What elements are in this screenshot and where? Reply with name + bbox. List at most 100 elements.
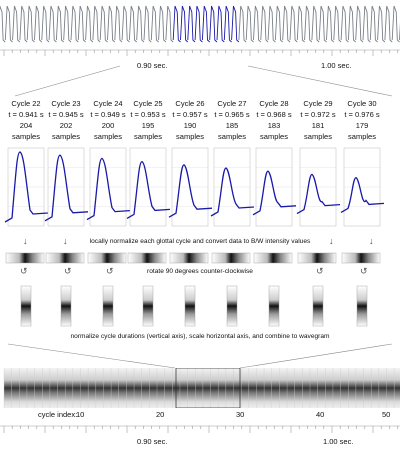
- wavegram-column: [72, 368, 81, 408]
- cycle-label-23: Cycle 23 t = 0.945 s 202 samples: [46, 98, 86, 142]
- top-wave-cycle: [282, 5, 291, 43]
- wavegram-column: [210, 368, 219, 408]
- vertical-strip-27: [226, 285, 238, 327]
- wavegram-column: [264, 368, 272, 408]
- cycle-name: Cycle 24: [93, 99, 123, 108]
- cycle-time: t = 0.968 s: [256, 110, 292, 119]
- top-wave-cycle: [143, 5, 152, 43]
- cycle-index-tick: 50: [382, 410, 391, 419]
- step-rotate: rotate 90 degrees counter-clockwise: [147, 268, 253, 275]
- top-wave-cycle: [150, 5, 159, 43]
- wavegram-column: [34, 368, 43, 408]
- top-wave-cycle: [355, 5, 364, 43]
- top-wave-cycle: [99, 5, 108, 43]
- top-wave-cycle: [48, 5, 57, 43]
- wavegram-column: [256, 368, 265, 408]
- top-wave-cycle: [304, 5, 313, 43]
- top-wave-cycle: [326, 5, 335, 43]
- vertical-strip-30: [356, 285, 368, 327]
- step-normalize-bw: locally normalize each glottal cycle and…: [89, 238, 311, 245]
- cycle-index-tick: 40: [316, 410, 325, 419]
- step-combine: normalize cycle durations (vertical axis…: [70, 333, 330, 340]
- wavegram-column: [310, 368, 318, 408]
- down-arrow-icon: ↓: [329, 236, 334, 246]
- top-wave-cycle: [362, 5, 371, 43]
- bottom-axis-label-090: 0.90 sec.: [137, 437, 168, 446]
- top-wave-cycle: [55, 5, 65, 43]
- top-wave-cycle: [128, 5, 138, 43]
- cycle-waveform-27: [210, 167, 255, 217]
- cycle-time: t = 0.965 s: [214, 110, 250, 119]
- wavegram-column: [88, 368, 96, 408]
- wavegram-column: [233, 368, 242, 408]
- top-wave-cycle: [70, 5, 79, 43]
- bw-strip-25: [127, 252, 167, 264]
- cycle-name: Cycle 26: [175, 99, 205, 108]
- top-wave-cycle: [209, 5, 218, 43]
- cycle-time: t = 0.945 s: [48, 110, 84, 119]
- top-wave-cycle: [0, 5, 6, 43]
- wavegram-column: [57, 368, 66, 408]
- bottom-axis-label-100: 1.00 sec.: [323, 437, 354, 446]
- wavegram-column: [386, 368, 395, 408]
- cycle-samples: 179 samples: [348, 121, 376, 141]
- cycle-time: t = 0.953 s: [130, 110, 166, 119]
- rotate-ccw-icon: ↺: [106, 266, 114, 276]
- cycle-waveform-28: [252, 170, 297, 216]
- wavegram-column: [371, 368, 379, 408]
- wavegram-column: [4, 368, 12, 408]
- top-wave-cycle: [333, 5, 342, 43]
- wavegram-column: [241, 368, 249, 408]
- vertical-strip-29: [312, 285, 324, 327]
- wavegram-column: [195, 368, 203, 408]
- cycle-label-22: Cycle 22 t = 0.941 s 204 samples: [6, 98, 46, 142]
- wavegram-column: [157, 368, 165, 408]
- top-wave-cycle: [253, 5, 262, 43]
- cycle-waveform-26: [168, 164, 213, 218]
- wavegram-column: [294, 368, 303, 408]
- cycle-label-27: Cycle 27 t = 0.965 s 185 samples: [212, 98, 252, 142]
- top-wave-cycle: [245, 5, 254, 43]
- wavegram-column: [49, 368, 58, 408]
- vertical-strip-26: [184, 285, 196, 327]
- cycle-name: Cycle 27: [217, 99, 247, 108]
- top-wave-cycle: [34, 5, 43, 43]
- vertical-strip-22: [20, 285, 32, 327]
- top-wave-cycle: [194, 5, 203, 43]
- top-wave-cycle: [296, 5, 305, 43]
- wavegram-column: [378, 368, 387, 408]
- wavegram-column: [65, 368, 73, 408]
- wavegram-column: [134, 368, 142, 408]
- cycle-name: Cycle 25: [133, 99, 163, 108]
- top-wave-cycle: [19, 5, 28, 43]
- vertical-strip-24: [102, 285, 114, 327]
- wavegram-column: [118, 368, 127, 408]
- top-wave-cycle: [223, 5, 232, 43]
- top-wave-cycle: [318, 5, 327, 43]
- wavegram-column: [225, 368, 234, 408]
- bw-strip-22: [5, 252, 45, 264]
- top-wave-cycle: [201, 5, 211, 43]
- cycle-label-26: Cycle 26 t = 0.957 s 190 samples: [170, 98, 210, 142]
- top-wave-cycle: [172, 5, 181, 43]
- bw-strip-27: [211, 252, 251, 264]
- wavegram-column: [363, 368, 372, 408]
- top-wave-cycle: [4, 5, 13, 43]
- bw-strip-26: [169, 252, 209, 264]
- down-arrow-icon: ↓: [369, 236, 374, 246]
- bw-strip-30: [341, 252, 381, 264]
- top-axis-label-090: 0.90 sec.: [137, 61, 168, 70]
- wavegram-column: [317, 368, 326, 408]
- bw-strip-28: [253, 252, 293, 264]
- rotate-ccw-icon: ↺: [360, 266, 368, 276]
- top-axis-label-100: 1.00 sec.: [321, 61, 352, 70]
- wavegram-column: [394, 368, 400, 408]
- wavegram-column: [248, 368, 257, 408]
- cycle-waveform-24: [86, 157, 131, 221]
- top-wave-cycle: [231, 5, 240, 43]
- cycle-index-tick: 20: [156, 410, 165, 419]
- cycle-samples: 204 samples: [12, 121, 40, 141]
- wavegram-column: [26, 368, 35, 408]
- wavegram-column: [287, 368, 295, 408]
- rotate-ccw-icon: ↺: [64, 266, 72, 276]
